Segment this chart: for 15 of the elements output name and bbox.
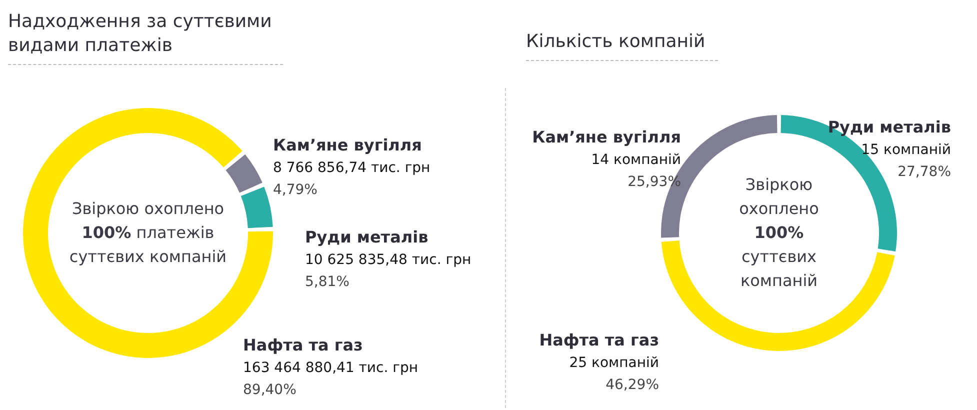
data-label: 163 464 880,41 тис. грн 89,40% xyxy=(243,360,418,398)
slice-label: Кам’яне вугілля xyxy=(532,128,681,146)
data-label: 10 625 835,48 тис. грн 5,81% xyxy=(305,252,472,290)
chart-title: Надходження за суттєвими видами платежів xyxy=(8,10,283,65)
slice-label: Руди металів xyxy=(305,228,428,246)
slice-label: Нафта та газ xyxy=(243,336,363,354)
slice-label: Нафта та газ xyxy=(539,330,659,350)
data-label: 8 766 856,74 тис. грн 4,79% xyxy=(273,160,430,198)
chart-title: Кількість компаній xyxy=(526,30,718,61)
text: Звіркою охоплено 100% платежів суттєвих компаній xyxy=(68,198,228,268)
text: Звіркою охоплено 100% суттєвих компаній xyxy=(738,174,820,292)
data-label: 25 компаній 46,29% xyxy=(569,355,659,393)
slice-label: Кам’яне вугілля xyxy=(273,136,422,154)
data-label: 15 компаній 27,78% xyxy=(861,142,951,180)
slice-label: Руди металів xyxy=(828,118,951,136)
